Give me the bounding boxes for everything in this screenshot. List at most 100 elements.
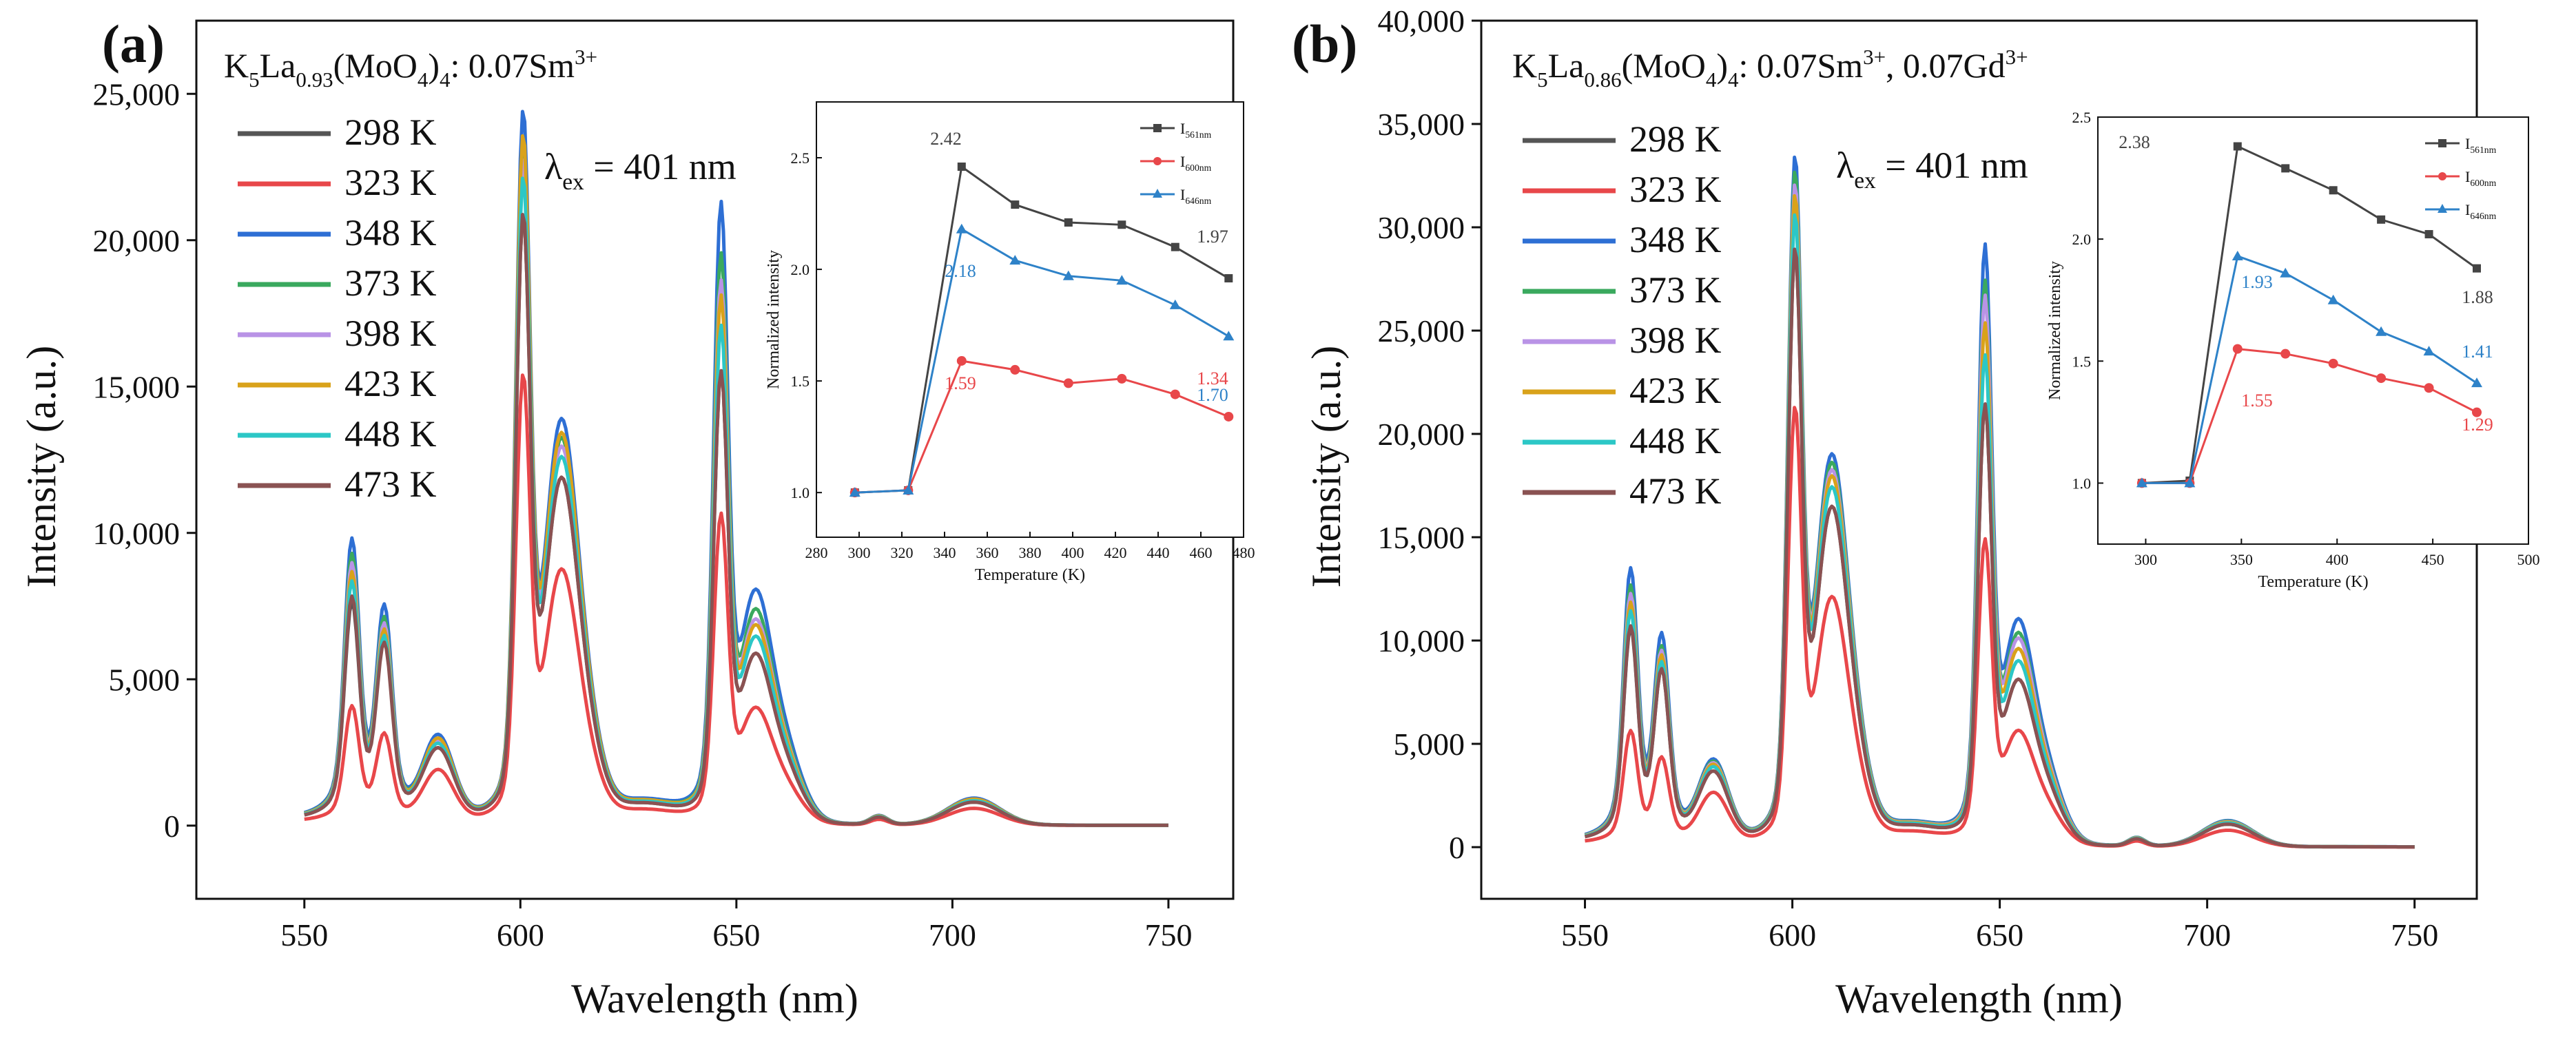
inset-point	[1009, 255, 1021, 265]
inset-y-tick-label: 2.0	[791, 261, 810, 278]
x-tick-label: 700	[2183, 917, 2231, 953]
inset-point	[849, 487, 861, 497]
excitation-label-part: ex	[562, 169, 584, 195]
inset-x-title: Temperature (K)	[2258, 573, 2368, 591]
inset-point	[956, 355, 967, 366]
inset-x-tick-label: 300	[2134, 551, 2157, 568]
inset-y-tick-label: 1.5	[791, 373, 810, 390]
inset-x-tick-label: 480	[1233, 544, 1255, 561]
panel-label: (a)	[102, 14, 165, 74]
inset-frame	[816, 101, 1244, 538]
panel-a: 550 600 650 700 750 0 5,000 10,000 15,000 20,000 2…	[19, 14, 1255, 1021]
inset-annotation: 1.88	[2462, 287, 2493, 307]
y-tick-label: 25,000	[1378, 313, 1465, 349]
inset-x-tick-label: 450	[2422, 551, 2444, 568]
inset-legend-label-part: I	[1180, 153, 1185, 170]
inset-y-title: Normalized intensity	[765, 250, 783, 389]
x-tick-label: 650	[712, 917, 760, 953]
inset-legend-label: I561nm	[1180, 120, 1212, 140]
inset-point	[2280, 267, 2291, 278]
legend-label: 373 K	[1629, 269, 1722, 311]
inset-point	[2184, 477, 2196, 488]
inset-point	[1117, 373, 1127, 384]
inset-legend-label: I600nm	[2465, 168, 2497, 188]
inset-legend-marker	[1153, 157, 1162, 165]
series-line-473K	[304, 213, 1168, 827]
inset-x-tick-label: 340	[934, 544, 956, 561]
legend-label: 423 K	[344, 363, 437, 404]
inset-annotation: 1.70	[1197, 385, 1228, 405]
inset-x-tick-label: 300	[848, 544, 871, 561]
panel-label: (b)	[1292, 14, 1357, 74]
excitation-label: λex = 401 nm	[544, 146, 736, 195]
inset-legend-label: I646nm	[1180, 186, 1212, 206]
inset-annotation: 2.42	[930, 129, 962, 149]
y-tick-label: 20,000	[93, 223, 181, 258]
inset-legend-label-part: I	[1180, 186, 1185, 203]
inset-chart: 280 300 320 340 360 380 400 420 440 460 480 1.0 1.5 2…	[765, 101, 1255, 584]
compound-title-part: K	[1512, 46, 1537, 85]
compound-title: K5La0.86(MoO4)4: 0.07Sm3+, 0.07Gd3+	[1512, 45, 2028, 92]
inset-annotation: 1.97	[1197, 227, 1228, 247]
compound-title: K5La0.93(MoO4)4: 0.07Sm3+	[224, 45, 597, 92]
inset-x-tick-label: 440	[1147, 544, 1170, 561]
inset-point	[2377, 215, 2386, 224]
x-tick-label: 750	[1144, 917, 1192, 953]
inset-x-tick-label: 400	[2326, 551, 2349, 568]
excitation-label-part: = 401 nm	[1876, 145, 2028, 186]
inset-point	[1223, 331, 1235, 341]
inset-point	[2232, 250, 2243, 260]
inset-point	[2328, 358, 2338, 368]
x-axis-title: Wavelength (nm)	[1835, 976, 2123, 1021]
compound-title-part: 3+	[575, 45, 597, 69]
excitation-label-part: ex	[1854, 168, 1876, 194]
excitation-label-part: = 401 nm	[584, 146, 736, 187]
compound-title-part: 4	[440, 67, 451, 92]
compound-title-part: 5	[1537, 67, 1548, 92]
inset-point	[1169, 299, 1181, 309]
y-tick-label: 20,000	[1378, 417, 1465, 452]
legend-label: 448 K	[344, 413, 437, 455]
compound-title-part: 0.86	[1584, 67, 1621, 92]
inset-y-tick-label: 1.0	[791, 484, 810, 501]
excitation-label-part: λ	[1836, 145, 1854, 186]
legend-label: 298 K	[344, 112, 437, 153]
inset-point	[1063, 378, 1073, 388]
inset-series-I600nm	[2141, 347, 2477, 484]
inset-annotation: 1.93	[2241, 272, 2273, 292]
y-tick-label: 15,000	[93, 369, 181, 404]
inset-x-tick-label: 400	[1062, 544, 1084, 561]
compound-title-part: 3+	[2006, 45, 2028, 69]
compound-title-part: : 0.07Sm	[450, 46, 575, 85]
inset-point	[1170, 389, 1180, 399]
inset-x-tick-label: 320	[891, 544, 914, 561]
inset-point	[2233, 142, 2242, 151]
inset-point	[2376, 373, 2387, 384]
inset-annotation: 1.34	[1197, 368, 1228, 388]
inset-point	[1064, 218, 1073, 227]
inset-series-I600nm	[854, 360, 1229, 494]
y-tick-label: 40,000	[1378, 3, 1465, 39]
inset-annotation: 1.55	[2241, 391, 2273, 410]
inset-point	[1224, 274, 1233, 283]
inset-point	[2376, 326, 2387, 336]
inset-legend-label-part: 561nm	[2470, 145, 2496, 155]
panel-b: 550 600 650 700 750 0 5,000 10,000 15,000 20,000 2…	[1292, 3, 2540, 1021]
inset-series-I646nm	[2141, 254, 2477, 484]
legend-label: 398 K	[1629, 320, 1722, 361]
inset-y-title: Normalized intensity	[2046, 261, 2064, 400]
inset-legend-marker	[2438, 172, 2446, 180]
inset-x-tick-label: 350	[2230, 551, 2253, 568]
inset-legend-marker	[1153, 124, 1162, 132]
inset-legend-label: I561nm	[2465, 135, 2497, 155]
y-tick-label: 5,000	[109, 662, 181, 697]
inset-point	[2329, 186, 2338, 195]
inset-x-tick-label: 380	[1019, 544, 1042, 561]
compound-title-part: La	[260, 46, 296, 85]
inset-point	[2424, 230, 2433, 239]
compound-title-part: La	[1548, 46, 1585, 85]
x-tick-label: 650	[1976, 917, 2023, 953]
inset-point	[2280, 349, 2291, 359]
inset-frame	[2097, 116, 2529, 545]
